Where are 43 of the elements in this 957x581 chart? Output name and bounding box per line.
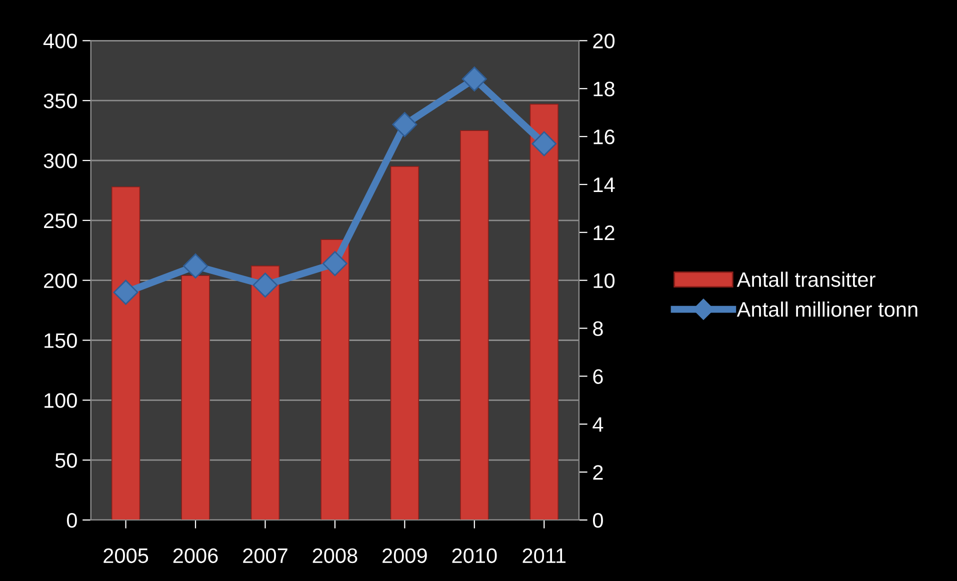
x-tick-label: 2005 [104, 548, 148, 564]
point [322, 251, 348, 276]
bar [320, 239, 350, 520]
y2-tick-label: 20 [593, 34, 615, 48]
y-tick-label: 0 [66, 512, 77, 528]
y2-tick-label: 4 [592, 417, 604, 432]
y2-tick-label: 0 [592, 512, 603, 528]
legend-label: Antall transitter [736, 272, 876, 287]
y2-tick-label: 16 [594, 130, 614, 144]
y-tick-label: 100 [44, 393, 77, 408]
legend-label: Antall millioner tonn [736, 302, 918, 317]
x-tick-label: 2008 [312, 548, 358, 564]
y-tick-label: 200 [44, 273, 77, 288]
y-tick-label: 350 [44, 94, 77, 108]
bar [111, 186, 140, 520]
point [252, 272, 278, 298]
point [392, 112, 418, 138]
point [462, 66, 487, 92]
y-tick-label: 300 [44, 154, 77, 168]
bar [390, 166, 420, 520]
bar [181, 275, 210, 520]
x-tick-label: 2006 [173, 548, 218, 564]
y2-tick-label: 10 [594, 273, 615, 288]
y2-tick-label: 18 [594, 82, 614, 96]
point [113, 280, 138, 305]
bar [530, 104, 558, 520]
bar [250, 266, 280, 520]
y2-tick-label: 12 [594, 225, 614, 240]
bar [460, 130, 489, 520]
point [532, 131, 557, 156]
y2-tick-label: 8 [593, 321, 603, 336]
x-tick-label: 2011 [522, 548, 566, 564]
y-tick-label: 250 [44, 213, 77, 228]
y-tick-label: 400 [43, 34, 77, 48]
x-tick-label: 2010 [452, 548, 497, 564]
x-tick-label: 2009 [382, 548, 427, 564]
y2-tick-label: 14 [594, 178, 615, 192]
point [183, 253, 208, 278]
y2-tick-label: 2 [593, 465, 603, 480]
y-tick-label: 50 [55, 453, 77, 468]
x-tick-label: 2007 [243, 548, 288, 564]
y-tick-label: 150 [44, 333, 77, 348]
y2-tick-label: 6 [593, 369, 603, 384]
